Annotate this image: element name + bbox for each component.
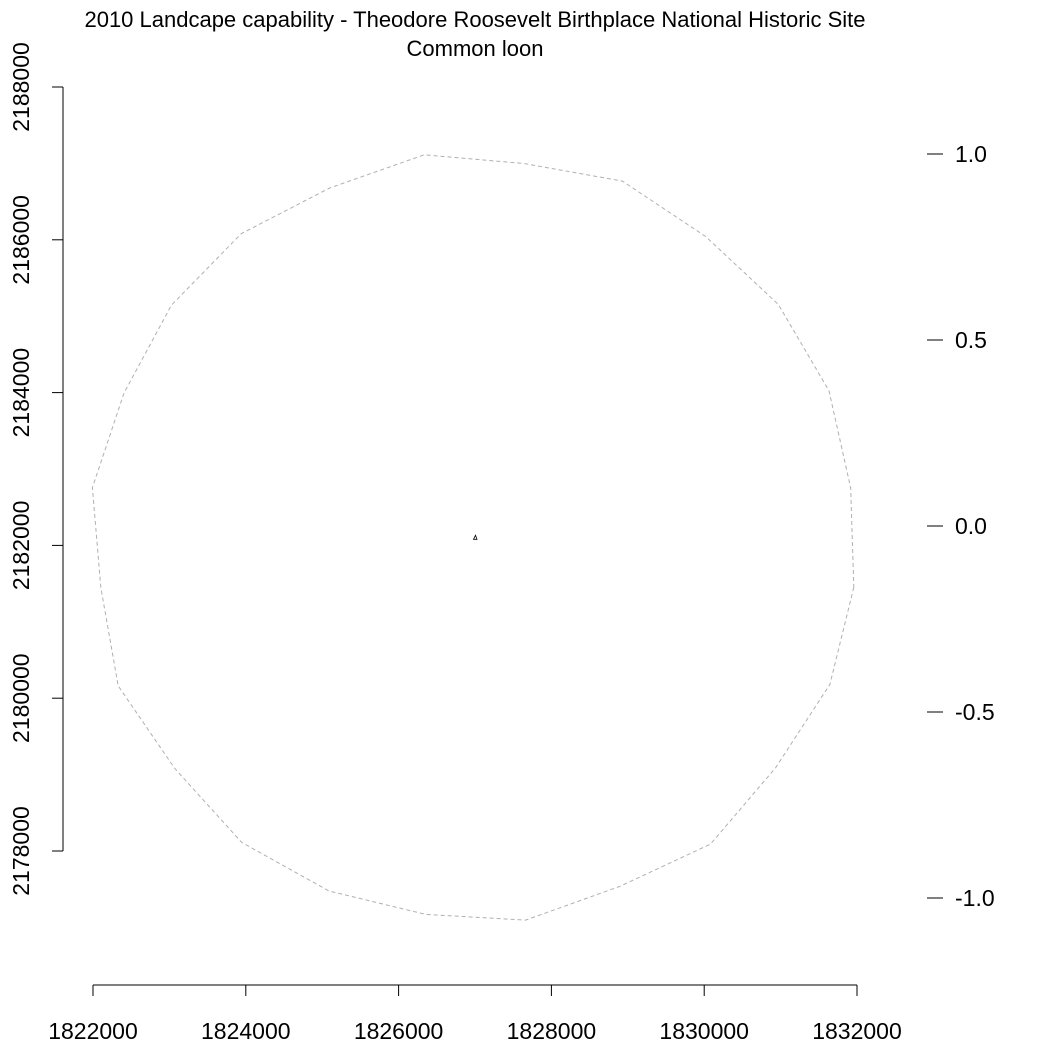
buffer-circle <box>91 154 855 921</box>
y-tick-label: 2188000 <box>8 42 34 132</box>
legend-tick-label: 1.0 <box>955 141 987 167</box>
x-tick-label: 1828000 <box>507 1018 597 1044</box>
legend-scale-axis: 1.0 0.5 0.0 -0.5 -1.0 <box>927 141 995 911</box>
legend-tick-label: 0.5 <box>955 327 987 353</box>
y-axis: 2178000 2180000 2182000 2184000 2186000 21880… <box>8 42 64 896</box>
y-tick-label: 2186000 <box>8 195 34 285</box>
x-tick-label: 1830000 <box>659 1018 749 1044</box>
y-tick-label: 2180000 <box>8 653 34 743</box>
map-subtitle: Common loon <box>407 36 544 61</box>
map-title: 2010 Landcape capability - Theodore Roos… <box>84 7 865 32</box>
legend-tick-label: -0.5 <box>955 699 995 725</box>
buffer-layer <box>91 154 855 921</box>
y-tick-label: 2182000 <box>8 501 34 591</box>
x-tick-label: 1822000 <box>48 1018 138 1044</box>
y-tick-label: 2184000 <box>8 348 34 438</box>
site-boundary <box>472 534 478 540</box>
x-tick-label: 1824000 <box>201 1018 291 1044</box>
x-axis: 1822000 1824000 1826000 1828000 1830000 18320… <box>48 984 902 1044</box>
legend-tick-label: -1.0 <box>955 885 995 911</box>
x-tick-label: 1826000 <box>354 1018 444 1044</box>
y-tick-label: 2178000 <box>8 806 34 896</box>
x-tick-label: 1832000 <box>812 1018 902 1044</box>
legend-tick-label: 0.0 <box>955 513 987 539</box>
site-layer <box>472 534 478 540</box>
